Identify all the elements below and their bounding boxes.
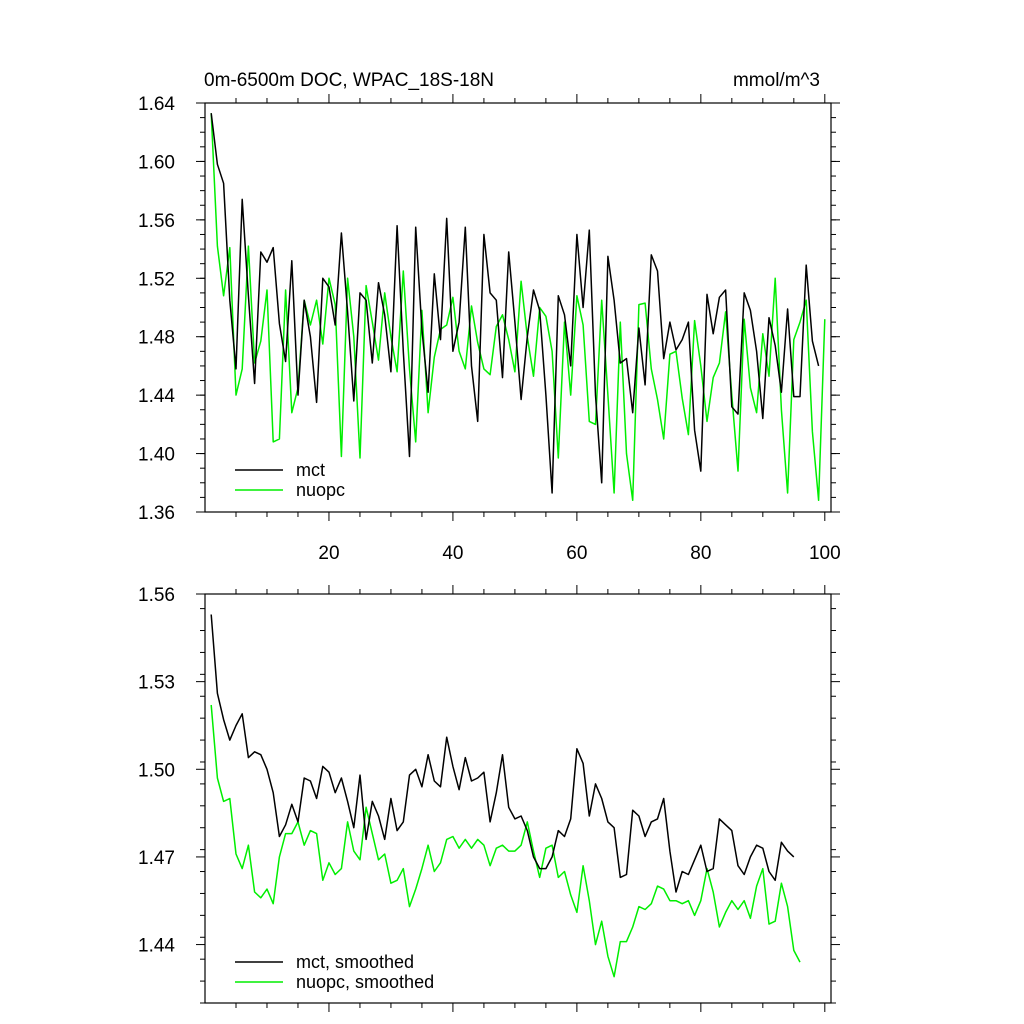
plot-frame	[204, 593, 832, 1004]
y-tick-label: 1.44	[138, 936, 175, 957]
top-panel: 0m-6500m DOC, WPAC_18S-18N mmol/m^3 1.36…	[138, 70, 841, 564]
x-tick-label: 80	[690, 543, 711, 564]
y-tick-label: 1.52	[138, 269, 175, 290]
legend-label: mct, smoothed	[296, 952, 414, 972]
y-tick-label: 1.40	[138, 445, 175, 466]
series-line	[210, 113, 820, 494]
legend-label: mct	[296, 460, 325, 480]
y-tick-label: 1.44	[138, 386, 175, 407]
y-tick-label: 1.53	[138, 673, 175, 694]
y-tick-label: 1.47	[138, 848, 175, 869]
y-tick-label: 1.48	[138, 328, 175, 349]
series-line	[210, 614, 795, 893]
y-tick-label: 1.60	[138, 152, 175, 173]
y-tick-label: 1.56	[138, 585, 175, 606]
legend-label: nuopc, smoothed	[296, 972, 434, 992]
bottom-panel: 1.44 1.47 1.50 1.53 1.56 mct, smoothednuopc,…	[138, 585, 840, 1012]
x-tick-label: 60	[566, 543, 587, 564]
units-label: mmol/m^3	[733, 70, 820, 91]
series-line	[210, 113, 826, 502]
plot-frame	[204, 102, 832, 513]
series-group	[210, 614, 801, 978]
x-tick-label: 100	[809, 543, 841, 564]
y-tick-label: 1.36	[138, 503, 175, 524]
y-tick-label: 1.56	[138, 211, 175, 232]
y-tick-label: 1.50	[138, 760, 175, 781]
y-tick-label: 1.64	[138, 94, 175, 115]
axis-ticks: 1.44 1.47 1.50 1.53 1.56	[138, 585, 840, 1012]
axis-ticks: 1.36 1.40 1.44 1.48 1.52 1.56 1.60 1.64 20 40 60 80…	[138, 94, 841, 564]
chart-title: 0m-6500m DOC, WPAC_18S-18N	[204, 70, 494, 91]
x-tick-label: 20	[318, 543, 339, 564]
series-line	[210, 704, 801, 978]
x-tick-label: 40	[442, 543, 463, 564]
legend-label: nuopc	[296, 480, 345, 500]
series-group	[210, 113, 826, 502]
